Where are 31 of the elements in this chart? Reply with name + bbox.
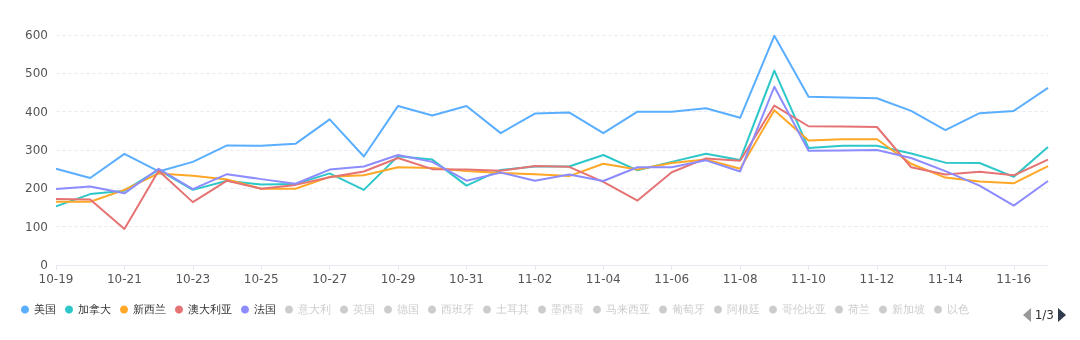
legend-label: 加拿大	[78, 303, 111, 316]
x-tick-label: 11-14	[927, 272, 963, 286]
line-series	[55, 104, 1049, 230]
y-tick-label: 400	[25, 104, 48, 119]
x-tick-label: 11-08	[722, 272, 758, 286]
x-tick-label: 11-06	[654, 272, 690, 286]
x-tick-label: 10-19	[38, 272, 74, 286]
x-tick-label: 10-25	[243, 272, 279, 286]
y-tick-label: 100	[25, 219, 48, 234]
x-tick-label: 10-29	[380, 272, 416, 286]
legend-label: 新西兰	[133, 303, 166, 316]
x-tick-label: 10-23	[175, 272, 211, 286]
x-tick-label: 11-04	[585, 272, 621, 286]
y-tick-label: 200	[25, 181, 48, 196]
line-series	[55, 109, 1049, 203]
x-tick-label: 10-27	[312, 272, 348, 286]
y-tick-label: 500	[25, 66, 48, 81]
line-series	[55, 34, 1049, 179]
x-tick-label: 11-12	[859, 272, 895, 286]
y-tick-label: 300	[25, 143, 48, 157]
y-tick-label: 0	[40, 258, 48, 272]
x-tick-label: 10-31	[449, 272, 484, 286]
x-tick-label: 11-10	[791, 272, 826, 286]
x-tick-label: 11-02	[517, 272, 553, 286]
text: 1/3	[1034, 308, 1054, 322]
legend-label: 澳大利亚	[188, 303, 232, 316]
y-tick-label: 600	[25, 28, 48, 42]
legend-label: 法国	[254, 303, 276, 316]
legend-label: 美国	[34, 303, 56, 316]
x-tick-label: 11-16	[996, 272, 1032, 286]
x-tick-label: 10-21	[106, 272, 142, 286]
